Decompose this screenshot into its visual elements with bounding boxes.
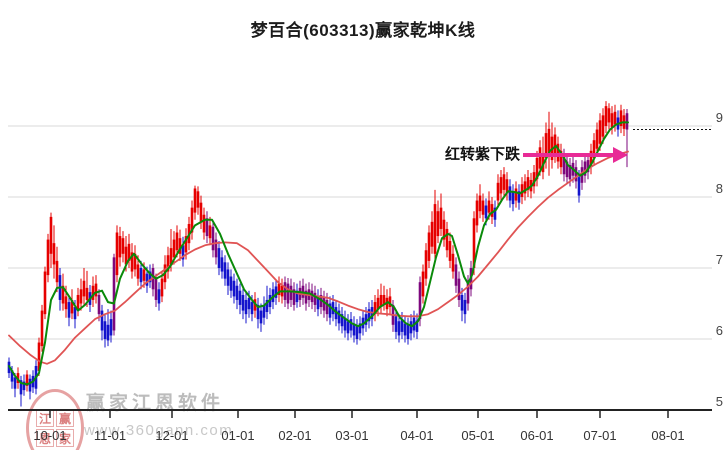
- x-axis-label: 07-01: [583, 428, 616, 443]
- x-axis-label: 12-01: [155, 428, 188, 443]
- x-axis-label: 11-01: [94, 428, 126, 443]
- x-axis-label: 04-01: [400, 428, 433, 443]
- y-axis-label: 7: [716, 252, 723, 267]
- chart-title: 梦百合(603313)赢家乾坤K线: [250, 21, 476, 40]
- seal-char: 恩: [36, 429, 54, 447]
- y-axis-label: 6: [716, 323, 723, 338]
- x-axis-label: 06-01: [520, 428, 553, 443]
- x-axis-label: 05-01: [461, 428, 494, 443]
- x-axis-label: 01-01: [221, 428, 254, 443]
- watermark-url-text: www.360gann.com: [84, 422, 234, 439]
- x-axis-label: 08-01: [651, 428, 684, 443]
- seal-char: 家: [56, 429, 74, 447]
- y-axis-label: 5: [716, 394, 723, 409]
- y-axis-label: 8: [716, 181, 723, 196]
- x-axis-label: 10-01: [33, 428, 66, 443]
- x-axis-label: 02-01: [278, 428, 311, 443]
- x-axis-label: 03-01: [335, 428, 368, 443]
- y-axis-label: 9: [716, 110, 723, 125]
- watermark-brand-text: 赢家江恩软件: [86, 393, 225, 414]
- signal-annotation-label: 红转紫下跌: [444, 146, 520, 163]
